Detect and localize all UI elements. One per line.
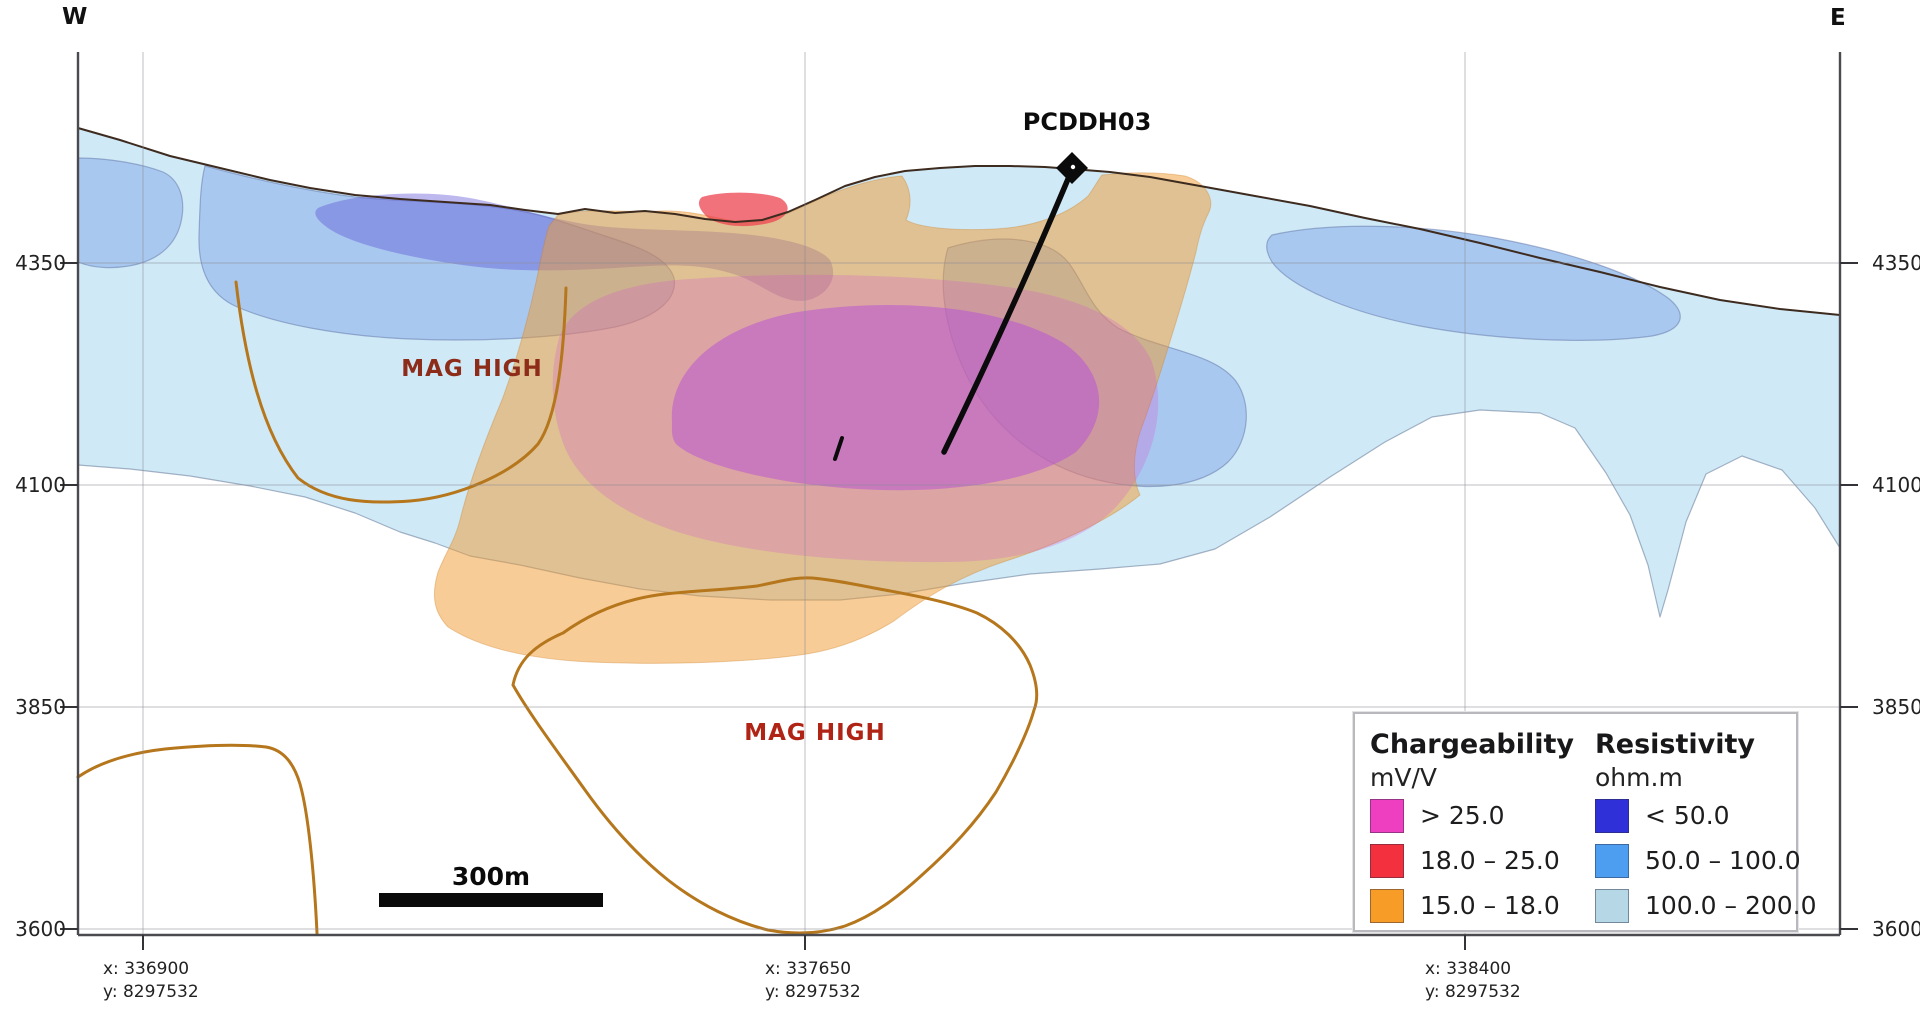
y-tick-left-3600: 3600: [15, 917, 66, 941]
west-orientation-label: W: [62, 4, 88, 30]
x-coordinate-east: x: 338400 y: 8297532: [1425, 958, 1521, 1004]
gridlines: [78, 52, 1840, 935]
legend-row: 18.0 – 25.0: [1370, 838, 1585, 883]
axes: [76, 52, 1842, 937]
scale-bar-label: 300m: [451, 862, 531, 891]
legend-row: < 50.0: [1595, 793, 1795, 838]
scale-bar: [379, 893, 603, 907]
mag-high-label-upper: MAG HIGH: [401, 356, 543, 382]
chargeability-gt25-label: > 25.0: [1420, 801, 1505, 830]
mag-contour-west-arc: [234, 280, 568, 504]
y-tick-right-3850: 3850: [1872, 695, 1920, 719]
drillhole-name-label: PCDDH03: [1022, 108, 1152, 136]
legend-chargeability-column: Chargeability mV/V > 25.0 18.0 – 25.0 15…: [1370, 714, 1585, 928]
mag-contour-central-closed: [511, 576, 1039, 935]
resistivity-100-200-label: 100.0 – 200.0: [1645, 891, 1817, 920]
chargeability-15-18-swatch: [1370, 888, 1404, 923]
resistivity-50-100-label: 50.0 – 100.0: [1645, 846, 1801, 875]
x-coordinate-west: x: 336900 y: 8297532: [103, 958, 199, 1004]
y-tick-left-4350: 4350: [15, 251, 66, 275]
chargeability-18-25-swatch: [1370, 843, 1404, 878]
legend-row: 50.0 – 100.0: [1595, 838, 1801, 883]
medium-blue-west-edge-lens: [77, 157, 184, 269]
drillhole-collar-dot: [1070, 164, 1076, 170]
mag-contour-southwest-arc: [76, 743, 319, 935]
x-coordinate-center-northing: y: 8297532: [765, 982, 861, 1002]
chargeability-18-25-zone: [698, 192, 788, 227]
legend-resistivity-column: Resistivity ohm.m < 50.0 50.0 – 100.0 10…: [1595, 714, 1817, 928]
end-of-hole-tick: [833, 436, 844, 461]
y-tick-left-3850: 3850: [15, 695, 66, 719]
chargeability-gt25-swatch: [1370, 798, 1404, 833]
resistivity-lt50-swatch: [1595, 798, 1629, 833]
chargeability-18-25-label: 18.0 – 25.0: [1420, 846, 1560, 875]
legend-row: 15.0 – 18.0: [1370, 883, 1585, 928]
mag-contours: [76, 280, 1039, 935]
y-tick-left-4100: 4100: [15, 473, 66, 497]
legend-row: > 25.0: [1370, 793, 1585, 838]
y-tick-right-3600: 3600: [1872, 917, 1920, 941]
medium-blue-east-lens: [1266, 225, 1681, 341]
y-tick-right-4350: 4350: [1872, 251, 1920, 275]
legend: Chargeability mV/V > 25.0 18.0 – 25.0 15…: [1353, 712, 1817, 932]
east-orientation-label: E: [1830, 5, 1846, 31]
x-coordinate-center-easting: x: 337650: [765, 959, 852, 979]
legend-chargeability-unit: mV/V: [1370, 763, 1437, 792]
legend-resistivity-title: Resistivity: [1595, 729, 1756, 760]
resistivity-lt50-label: < 50.0: [1645, 801, 1730, 830]
resistivity-100-200-swatch: [1595, 888, 1629, 923]
drillhole-pcddh03: [833, 152, 1088, 461]
chargeability-gt25-core: [671, 304, 1100, 491]
x-coordinate-west-northing: y: 8297532: [103, 982, 199, 1002]
x-coordinate-west-easting: x: 336900: [103, 959, 190, 979]
chargeability-15-18-label: 15.0 – 18.0: [1420, 891, 1560, 920]
axis-ticks: [60, 262, 1858, 950]
x-coordinate-center: x: 337650 y: 8297532: [765, 958, 861, 1004]
legend-resistivity-unit: ohm.m: [1595, 763, 1683, 792]
legend-chargeability-title: Chargeability: [1370, 729, 1575, 760]
legend-row: 100.0 – 200.0: [1595, 883, 1817, 928]
mag-high-label-lower: MAG HIGH: [744, 720, 886, 746]
drillhole-trace: [941, 169, 1074, 455]
x-coordinate-east-northing: y: 8297532: [1425, 982, 1521, 1002]
topography-line: [77, 127, 1841, 316]
y-tick-right-4100: 4100: [1872, 473, 1920, 497]
resistivity-50-100-swatch: [1595, 843, 1629, 878]
x-coordinate-east-easting: x: 338400: [1425, 959, 1512, 979]
